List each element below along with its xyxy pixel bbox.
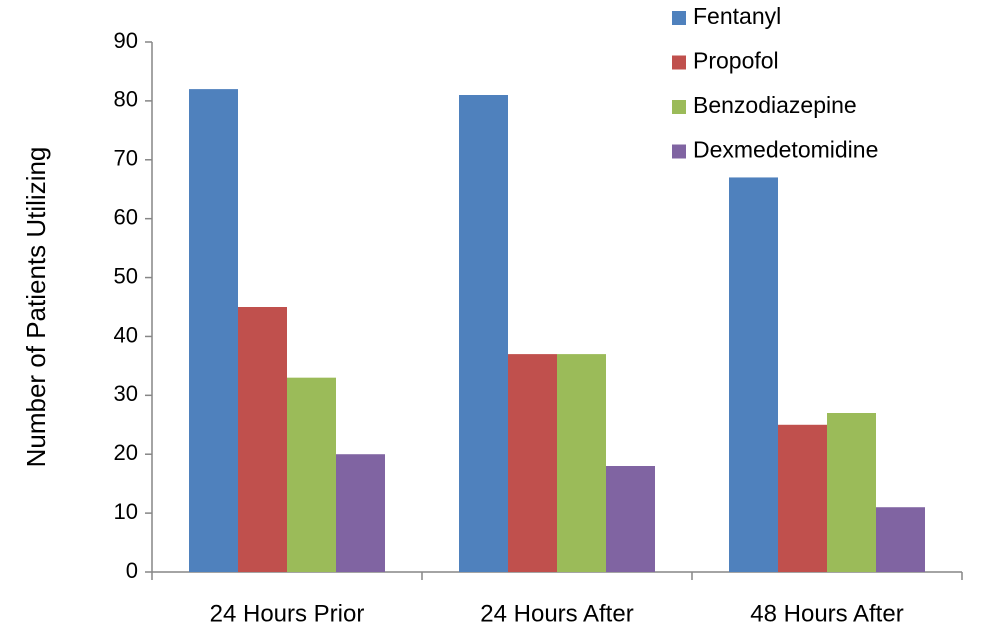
- bar: [729, 177, 778, 572]
- y-tick-label: 20: [114, 440, 138, 465]
- bar: [238, 307, 287, 572]
- legend-label: Benzodiazepine: [693, 92, 857, 118]
- legend-swatch: [672, 144, 686, 159]
- x-tick-label: 48 Hours After: [750, 600, 903, 627]
- bar: [606, 466, 655, 572]
- bar: [508, 354, 557, 572]
- bar: [876, 507, 925, 572]
- y-tick-label: 90: [114, 28, 138, 53]
- legend-swatch: [672, 55, 686, 70]
- y-tick-label: 40: [114, 322, 138, 347]
- bar: [827, 413, 876, 572]
- legend-swatch: [672, 11, 686, 25]
- legend-label: Propofol: [693, 48, 779, 74]
- bar: [778, 424, 827, 572]
- x-tick-label: 24 Hours Prior: [210, 600, 365, 627]
- y-tick-label: 70: [114, 146, 138, 171]
- bar: [459, 95, 508, 572]
- y-axis-label: Number of Patients Utilizing: [21, 147, 51, 468]
- bar: [557, 354, 606, 572]
- y-tick-label: 50: [114, 263, 138, 288]
- x-tick-label: 24 Hours After: [480, 600, 633, 627]
- legend-swatch: [672, 100, 686, 114]
- bar: [287, 377, 336, 572]
- y-tick-label: 30: [114, 381, 138, 406]
- bar: [336, 454, 385, 572]
- y-tick-label: 80: [114, 87, 138, 112]
- y-tick-label: 0: [126, 558, 138, 583]
- y-tick-label: 10: [114, 499, 138, 524]
- legend-label: Dexmedetomidine: [693, 137, 878, 163]
- y-tick-label: 60: [114, 204, 138, 229]
- legend-label: Fentanyl: [693, 3, 781, 29]
- bar: [189, 89, 238, 572]
